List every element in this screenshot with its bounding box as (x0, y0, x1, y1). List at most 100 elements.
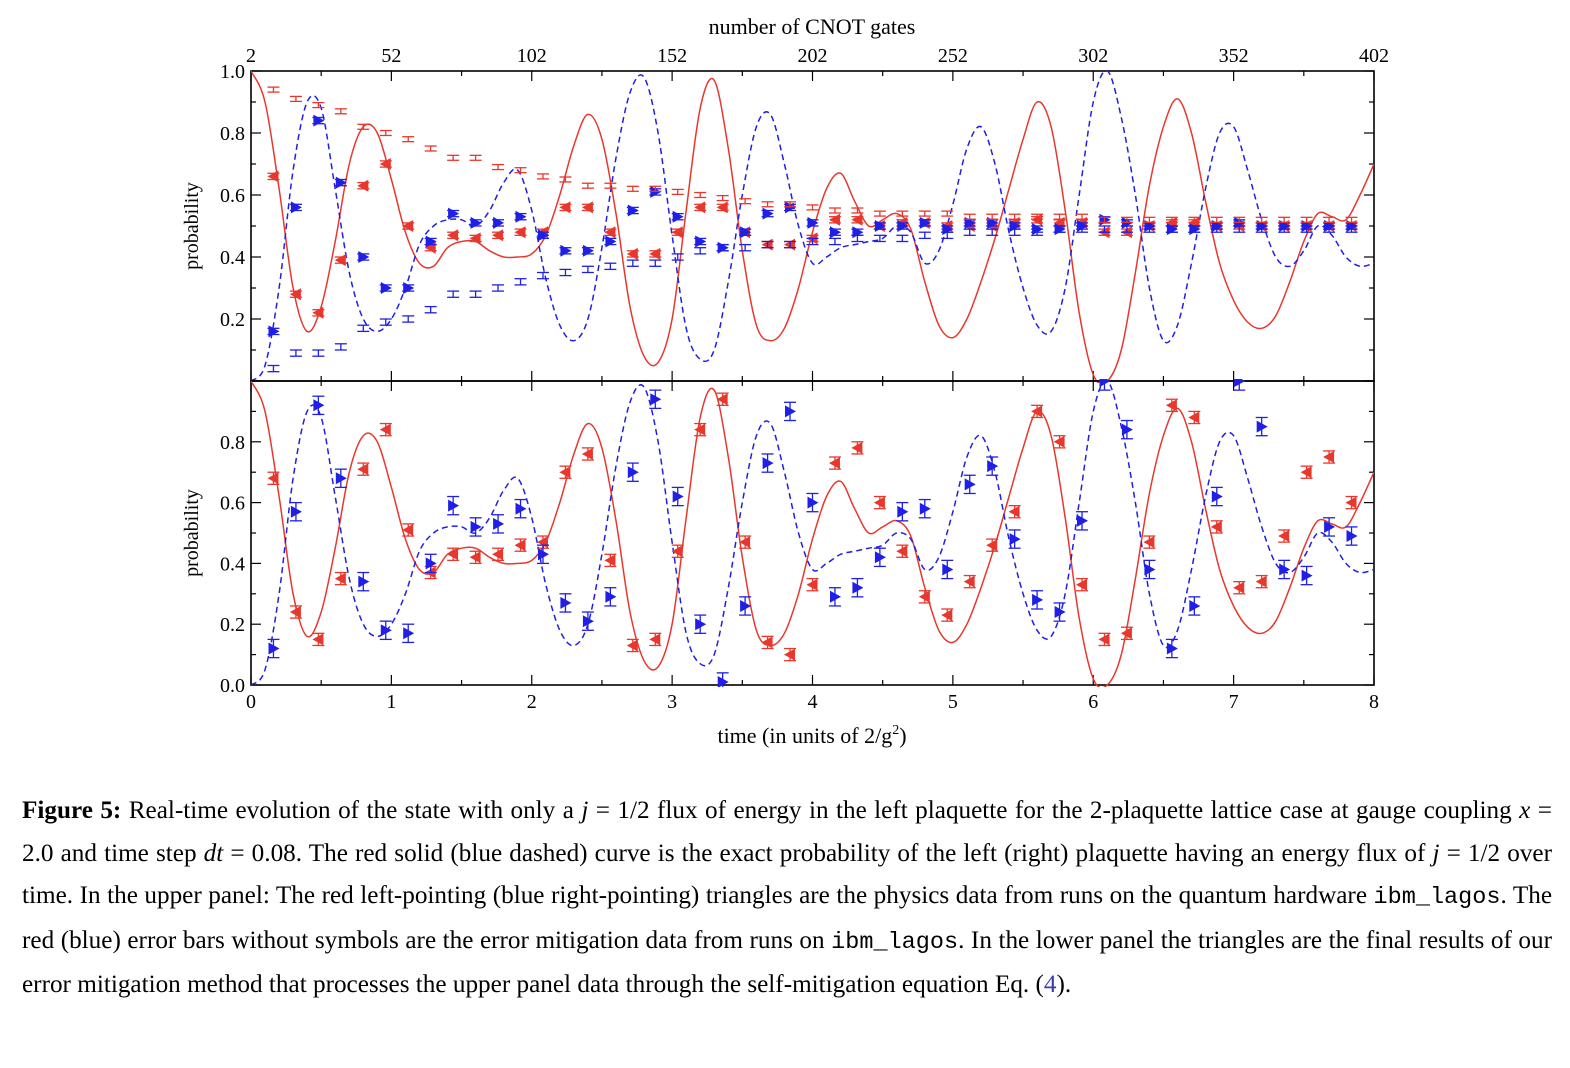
blue-right-triangle-point (380, 282, 392, 294)
caption-math: j (581, 797, 589, 824)
red-left-triangle-point (1008, 505, 1020, 518)
red-left-triangle-point (289, 288, 301, 301)
blue-right-triangle-point (582, 615, 594, 628)
blue-right-triangle-point (403, 627, 415, 640)
red-left-triangle-point (379, 423, 391, 436)
blue-right-triangle-point (1099, 379, 1111, 387)
red-left-triangle-point (1255, 575, 1267, 588)
red-left-triangle-point (604, 554, 616, 567)
x-tick-label: 3 (667, 691, 677, 713)
blue-right-triangle-point (560, 596, 572, 609)
red-left-triangle-point (918, 590, 930, 603)
red-left-triangle-point (1345, 496, 1357, 509)
blue-right-triangle-point (470, 216, 482, 229)
red-left-triangle-point (1300, 466, 1312, 479)
plot-frame (250, 380, 1375, 686)
blue-right-triangle-point (1256, 420, 1268, 433)
blue-right-triangle-point (874, 551, 886, 564)
red-left-triangle-point (1031, 405, 1043, 418)
blue-right-triangle-point (1211, 490, 1223, 503)
y-tick-label: 0.6 (220, 185, 245, 207)
red-left-triangle-point (379, 158, 391, 170)
red-left-triangle-point (312, 633, 324, 646)
blue-right-triangle-point (358, 575, 370, 588)
blue-right-triangle-point (919, 502, 931, 515)
x-tick-label: 8 (1369, 691, 1379, 713)
red-left-triangle-point (581, 201, 593, 214)
blue-right-triangle-point (313, 399, 325, 412)
blue-right-triangle-point (672, 210, 684, 223)
red-left-triangle-point (1143, 536, 1155, 549)
plot-layer (251, 69, 1374, 383)
y-axis-label: probability (181, 182, 203, 270)
equation-reference-link[interactable]: 4 (1043, 971, 1057, 999)
blue-right-triangle-point (1346, 530, 1358, 542)
x-tick-label: 7 (1229, 691, 1239, 713)
blue-right-triangle-point (493, 216, 505, 229)
red-left-triangle-point (1233, 581, 1245, 594)
red-left-triangle-point (267, 472, 279, 485)
blue-right-triangle-point (717, 676, 729, 687)
blue-right-triangle-point (448, 207, 460, 220)
figure-caption: Figure 5: Real-time evolution of the sta… (22, 790, 1552, 1007)
red-left-triangle-point (1053, 435, 1065, 448)
red-left-triangle-point (941, 609, 953, 622)
red-left-triangle-point (469, 232, 481, 245)
blue-right-triangle-point (1301, 569, 1313, 582)
blue-right-triangle-point (627, 204, 639, 217)
top-tick-label: 302 (1078, 45, 1108, 67)
blue-right-triangle-point (313, 114, 325, 127)
blue-right-triangle-point (1189, 600, 1201, 612)
blue-right-triangle-point (650, 393, 662, 406)
blue-right-triangle-point (762, 457, 774, 470)
blue-right-triangle-point (605, 235, 617, 248)
blue-right-triangle-point (515, 502, 527, 515)
blue-right-triangle-point (538, 229, 549, 242)
blue-right-triangle-point (538, 548, 549, 561)
blue-right-triangle-point (942, 563, 954, 576)
x-tick-label: 1 (386, 691, 396, 713)
blue-right-triangle-point (830, 590, 841, 603)
blue-right-triangle-point (1166, 642, 1178, 655)
blue-right-triangle-point (852, 581, 864, 594)
red-left-triangle-point (739, 536, 751, 549)
red-left-triangle-point (357, 463, 369, 476)
caption-text: . The red (blue) error bars without symb… (22, 882, 1552, 954)
top-axis-label: number of CNOT gates (709, 14, 916, 39)
red-left-triangle-point (986, 539, 998, 552)
top-tick-label: 252 (938, 45, 968, 67)
blue-right-triangle-point (1009, 533, 1021, 546)
blue-right-triangle-point (268, 325, 280, 338)
blue-right-triangle-point (493, 517, 505, 530)
red-left-triangle-point (604, 226, 616, 239)
blue-right-triangle-point (762, 207, 774, 220)
red-left-triangle-point (1076, 578, 1087, 591)
red-left-triangle-point (402, 524, 414, 536)
red-left-triangle-point (694, 201, 706, 214)
caption-code: ibm_lagos (831, 928, 959, 956)
blue-right-triangle-point (964, 216, 976, 229)
blue-right-triangle-point (268, 642, 280, 655)
blue-right-triangle-point (1324, 520, 1336, 533)
y-axis-label: probability (181, 489, 203, 577)
x-tick-label: 2 (527, 691, 537, 713)
blue-right-triangle-point (1234, 379, 1246, 387)
figure-5-chart: number of CNOT gates 0.2 0.4 0.6 0.8 1.0 prob… (181, 14, 1389, 748)
caption-text: = 1/2 over time. In the upper panel: The… (22, 839, 1552, 910)
red-left-triangle-point (716, 393, 728, 406)
blue-right-triangle-point (335, 472, 347, 485)
red-left-triangle-point (1188, 411, 1200, 424)
blue-right-triangle-point (290, 201, 302, 214)
y-tick-label: 0.8 (220, 432, 245, 454)
red-exact-curve (251, 70, 1374, 383)
blue-right-triangle-point (740, 226, 752, 239)
top-tick-label: 352 (1219, 45, 1249, 67)
red-left-triangle-point (626, 639, 638, 652)
blue-right-triangle-point (672, 490, 684, 503)
red-left-triangle-point (267, 170, 279, 183)
caption-label: Figure 5: (22, 797, 122, 824)
red-left-triangle-point (514, 226, 526, 239)
red-left-triangle-point (784, 648, 795, 661)
red-left-triangle-point (829, 457, 840, 470)
plot-layer (251, 379, 1374, 687)
